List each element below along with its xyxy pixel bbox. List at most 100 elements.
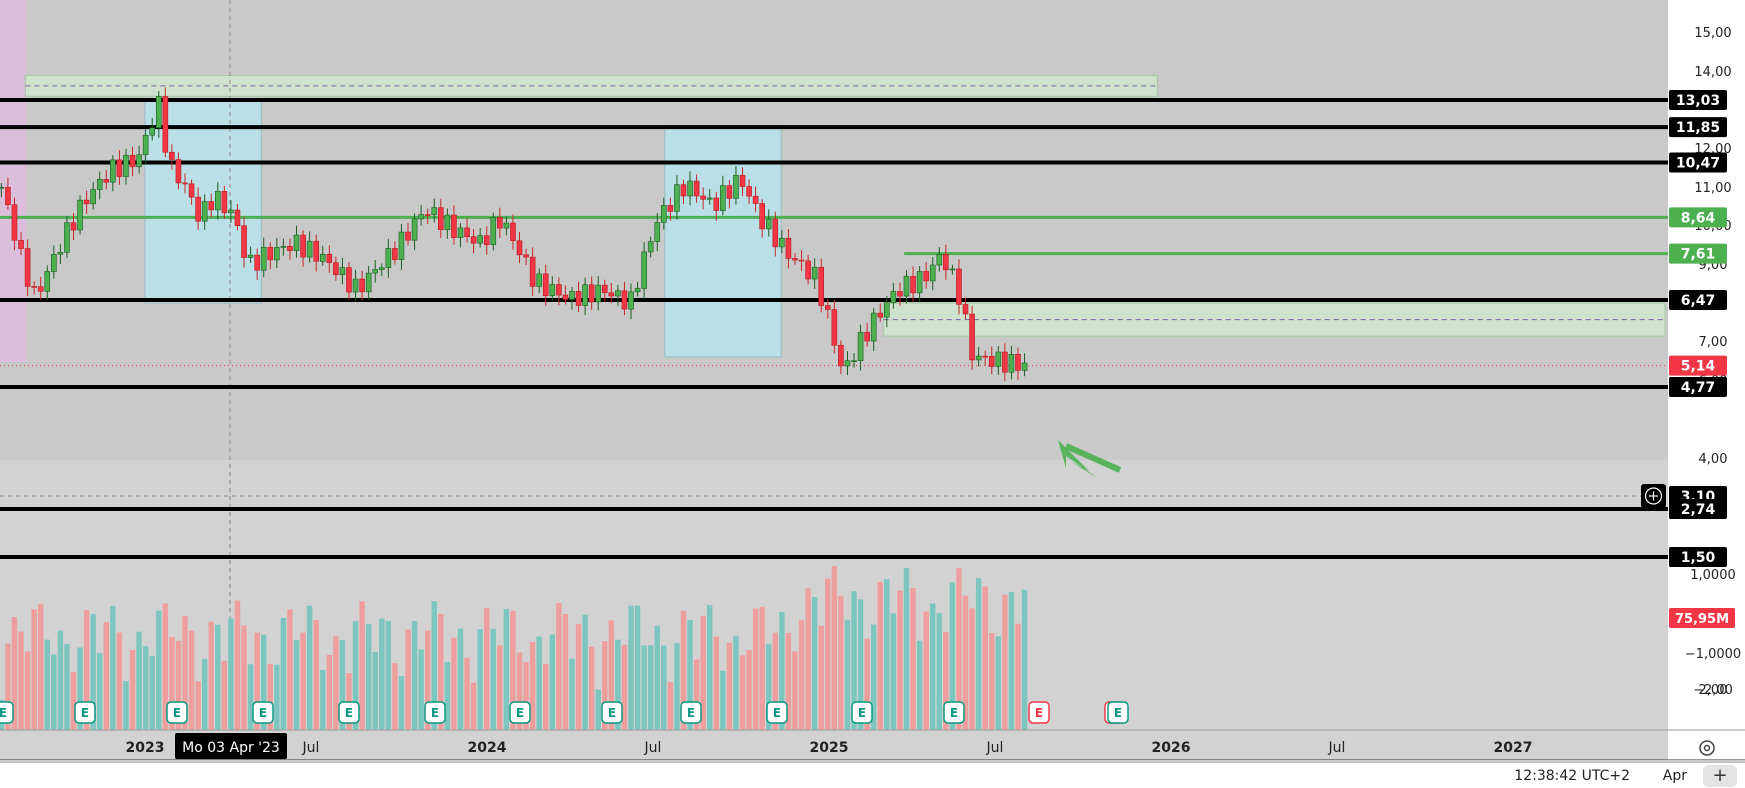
candle-body: [77, 199, 83, 231]
earnings-marker[interactable]: E: [1028, 701, 1050, 724]
candle-body: [844, 360, 851, 367]
volume-bar: [877, 582, 883, 730]
price-level-label-bg: [1669, 207, 1727, 228]
price-level-label-bg: [1669, 243, 1727, 264]
earnings-marker-label: E: [1114, 706, 1122, 720]
earnings-marker[interactable]: E: [766, 701, 788, 724]
x-tick-label: Jul: [644, 740, 662, 756]
earnings-marker[interactable]: E: [252, 701, 274, 724]
volume-bar: [982, 586, 988, 730]
candle-body: [608, 292, 615, 297]
candle-body: [57, 251, 64, 255]
candle-body: [438, 207, 444, 231]
earnings-marker-box: [509, 701, 531, 724]
candle-body: [188, 183, 195, 198]
earnings-marker-box: [601, 701, 623, 724]
volume-bar: [930, 603, 936, 730]
y-tick-label: 7,00: [1699, 335, 1728, 350]
earnings-marker[interactable]: E: [74, 701, 96, 724]
candle-body: [851, 360, 857, 362]
volume-bar: [274, 664, 280, 730]
volume-label-bg: [1669, 608, 1735, 628]
settings-icon[interactable]: [1699, 740, 1715, 756]
earnings-marker[interactable]: E: [0, 701, 14, 724]
volume-bar: [700, 615, 706, 730]
candle-body: [306, 240, 313, 258]
volume-bar: [989, 632, 995, 730]
candle-body: [595, 284, 602, 303]
volume-tick-label: −1,0000: [1685, 647, 1741, 662]
candle-body: [923, 271, 929, 282]
price-level-label: 11,85: [1676, 120, 1720, 136]
earnings-marker[interactable]: E: [680, 701, 702, 724]
volume-bar: [64, 644, 70, 730]
earnings-marker[interactable]: E: [1107, 701, 1129, 724]
earnings-marker-box: [424, 701, 446, 724]
earnings-marker-box: [74, 701, 96, 724]
candle-body: [857, 331, 864, 361]
volume-bar: [910, 588, 916, 730]
volume-bar: [674, 643, 680, 730]
volume-bar: [424, 630, 431, 730]
earnings-marker[interactable]: E: [943, 701, 965, 724]
candle-body: [346, 267, 352, 293]
price-level-label-bg: [1669, 355, 1727, 376]
volume-bars: [0, 566, 1028, 730]
volume-bar: [208, 621, 214, 730]
earnings-marker[interactable]: E: [424, 701, 446, 724]
arrow-shaft: [1064, 443, 1122, 473]
candle-body: [228, 209, 234, 214]
volume-bar: [90, 614, 96, 730]
crosshair-plus-button[interactable]: [1641, 484, 1666, 508]
candle-body: [333, 262, 339, 275]
volume-bar: [693, 659, 700, 730]
volume-bar: [1015, 623, 1021, 730]
volume-bar: [798, 620, 805, 730]
volume-bar: [385, 621, 392, 730]
earnings-markers[interactable]: EEEEEEEEEEEEEEE: [0, 701, 1129, 724]
volume-bar: [510, 610, 516, 730]
volume-bar: [51, 654, 57, 730]
earnings-marker[interactable]: E: [338, 701, 360, 724]
volume-bar: [215, 624, 221, 730]
candle-body: [988, 355, 995, 367]
y-tick-label: 15,00: [1694, 26, 1731, 41]
candle-body: [359, 278, 365, 293]
candle-body: [313, 240, 319, 262]
price-chart[interactable]: EEEEEEEEEEEEEEE 15,0014,0012,0011,0010,0…: [0, 0, 1745, 760]
volume-bar: [923, 611, 929, 730]
volume-bar: [484, 608, 490, 730]
candle-body: [628, 291, 634, 310]
earnings-marker-label: E: [773, 706, 781, 720]
volume-bar: [247, 664, 254, 730]
candle-body: [805, 260, 811, 280]
candle-body: [647, 241, 654, 253]
candle-body: [96, 179, 103, 190]
volume-bar: [201, 658, 208, 730]
volume-bar: [687, 620, 693, 730]
earnings-marker[interactable]: E: [166, 701, 188, 724]
candle-body: [903, 276, 910, 297]
earnings-marker-label: E: [608, 706, 616, 720]
volume-bar: [24, 651, 31, 730]
volume-bar: [969, 608, 975, 730]
price-level-label: 7,61: [1681, 247, 1716, 263]
earnings-marker[interactable]: E: [601, 701, 623, 724]
candle-body: [739, 174, 746, 187]
candle-body: [575, 291, 582, 306]
candle-body: [352, 278, 359, 293]
candle-body: [116, 159, 123, 177]
earnings-marker[interactable]: E: [509, 701, 531, 724]
candle-body: [720, 185, 726, 211]
candle-body: [44, 271, 51, 292]
x-tick-label: Jul: [302, 740, 320, 756]
volume-bar: [365, 624, 372, 730]
earnings-marker[interactable]: E: [851, 701, 873, 724]
candle-body: [411, 218, 418, 241]
status-app-label[interactable]: Apr: [1662, 768, 1687, 784]
candle-body: [949, 268, 956, 271]
volume-bar: [569, 658, 575, 730]
candle-body: [326, 253, 333, 263]
add-panel-button[interactable]: +: [1703, 765, 1737, 787]
candle-body: [385, 248, 392, 268]
